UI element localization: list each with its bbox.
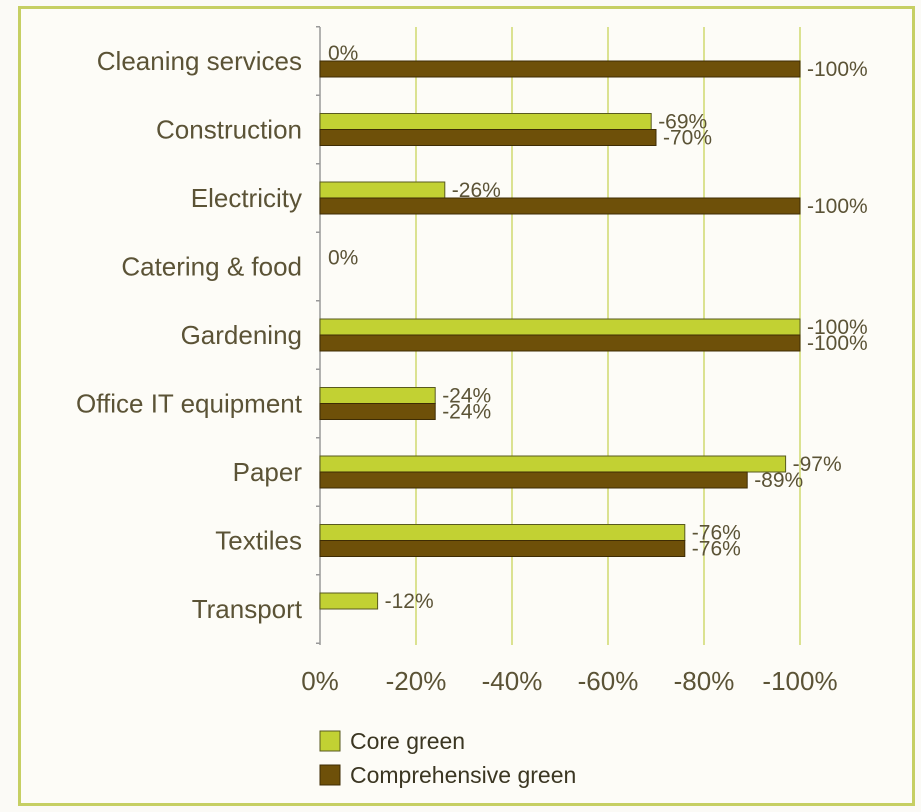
core-green-value-label: -26%	[452, 179, 501, 202]
core-green-value-label: -12%	[385, 590, 434, 613]
comprehensive-green-bar	[319, 540, 686, 557]
comprehensive-green-value-label: -100%	[807, 332, 868, 355]
category-label: Textiles	[215, 526, 302, 556]
comprehensive-green-bar	[319, 129, 657, 146]
x-tick-label: -60%	[578, 666, 639, 696]
legend-label: Comprehensive green	[350, 762, 576, 788]
category-label: Construction	[156, 115, 302, 145]
core-green-bar	[319, 592, 379, 610]
category-label: Transport	[192, 594, 303, 624]
core-green-bar	[319, 318, 801, 336]
core-green-value-label: 0%	[328, 247, 358, 270]
category-label: Paper	[233, 457, 303, 487]
comprehensive-green-bar	[319, 60, 801, 78]
x-tick-label: -100%	[762, 666, 837, 696]
core-green-bar	[319, 524, 686, 541]
comprehensive-green-value-label: -70%	[663, 127, 712, 150]
core-green-bar	[319, 455, 787, 473]
core-green-value-label: -24%	[442, 385, 491, 408]
comprehensive-green-value-label: -89%	[754, 469, 803, 492]
core-green-bar	[319, 387, 436, 404]
category-label: Electricity	[191, 183, 302, 213]
legend-label: Core green	[350, 728, 465, 754]
category-label: Office IT equipment	[76, 389, 303, 419]
comprehensive-green-value-label: -24%	[442, 401, 491, 424]
category-label: Catering & food	[121, 252, 302, 282]
comprehensive-green-bar	[319, 471, 748, 489]
core-green-value-label: 0%	[328, 42, 358, 65]
legend-swatch	[319, 764, 341, 786]
x-tick-label: 0%	[301, 666, 339, 696]
core-green-bar	[319, 181, 446, 199]
comprehensive-green-bar	[319, 197, 801, 215]
core-green-value-label: -100%	[807, 316, 868, 339]
legend-swatch	[319, 730, 341, 752]
category-label: Gardening	[181, 320, 302, 350]
core-green-value-label: -97%	[793, 453, 842, 476]
comprehensive-green-bar	[319, 403, 436, 420]
x-tick-label: -40%	[482, 666, 543, 696]
x-tick-label: -80%	[674, 666, 735, 696]
comprehensive-green-value-label: -100%	[807, 195, 868, 218]
core-green-value-label: -76%	[692, 522, 741, 545]
category-label: Cleaning services	[97, 46, 302, 76]
comprehensive-green-value-label: -100%	[807, 58, 868, 81]
comprehensive-green-bar	[319, 334, 801, 352]
core-green-value-label: -69%	[658, 111, 707, 134]
comprehensive-green-value-label: -76%	[692, 538, 741, 561]
x-tick-label: -20%	[386, 666, 447, 696]
core-green-bar	[319, 113, 652, 130]
